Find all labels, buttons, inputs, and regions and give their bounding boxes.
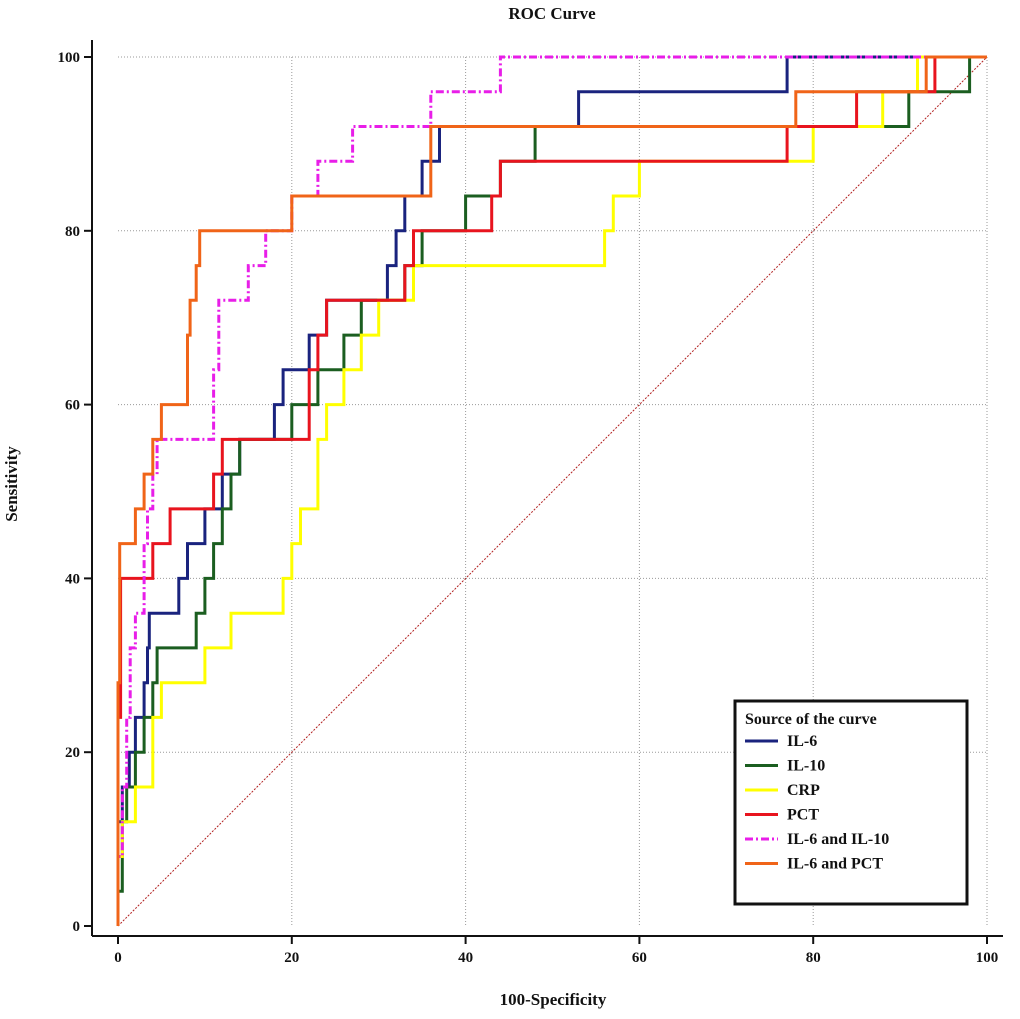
reference-diagonal (117, 56, 988, 927)
y-axis-label: Sensitivity (2, 446, 21, 522)
x-tick-label: 60 (632, 950, 647, 966)
x-axis-ticks: 0 20 40 60 80 100 (114, 936, 998, 966)
legend-label: PCT (787, 807, 819, 824)
legend-label: CRP (787, 782, 820, 799)
series-group (116, 55, 987, 926)
y-tick-label: 40 (65, 571, 80, 587)
x-axis-label: 100-Specificity (500, 990, 607, 1009)
x-tick-label: 100 (976, 950, 999, 966)
y-axis-ticks: 0 20 40 60 80 100 (58, 50, 92, 935)
x-tick-label: 0 (114, 950, 122, 966)
series-line-pct (116, 55, 987, 926)
legend-box (733, 699, 969, 906)
y-tick-label: 0 (73, 919, 81, 935)
legend-label: IL-6 (787, 733, 817, 750)
legend-label: IL-6 and PCT (787, 856, 883, 873)
y-tick-label: 100 (58, 50, 81, 66)
x-tick-label: 80 (806, 950, 821, 966)
legend-title: Source of the curve (745, 711, 877, 728)
reference-line (117, 56, 988, 927)
legend-items: IL-6 IL-10 CRP PCT IL-6 and IL-10 IL-6 and PC… (745, 733, 889, 873)
series-line-il-6-and-pct (116, 55, 987, 926)
legend-label: IL-10 (787, 758, 825, 775)
legend-label: IL-6 and IL-10 (787, 831, 889, 848)
chart-title: ROC Curve (508, 4, 596, 23)
axes (91, 40, 1003, 937)
legend: Source of the curve IL-6 IL-10 CRP PCT IL-6 … (733, 699, 969, 906)
y-tick-label: 60 (65, 398, 80, 414)
x-tick-label: 20 (284, 950, 299, 966)
y-tick-label: 20 (65, 745, 80, 761)
series-line-crp (116, 55, 987, 926)
x-tick-label: 40 (458, 950, 473, 966)
series-line-il-6-and-il-10 (116, 55, 987, 926)
y-tick-label: 80 (65, 224, 80, 240)
